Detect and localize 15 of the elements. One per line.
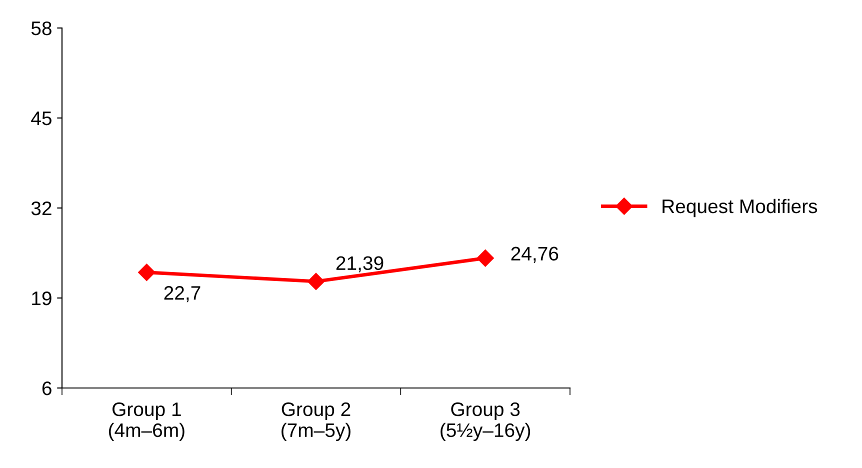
x-tick-label: Group 1 (4m–6m)	[108, 402, 184, 441]
y-tick-label: 19	[32, 291, 52, 306]
x-tick-label: Group 3 (5½y–16y)	[440, 402, 530, 441]
point	[476, 250, 494, 267]
point	[307, 272, 325, 290]
legend-label: Request Modifiers	[662, 198, 818, 218]
point	[138, 264, 156, 281]
data-label: 21,39	[336, 256, 384, 272]
y-tick-label: 58	[31, 21, 52, 36]
y-tick-label: 45	[31, 112, 52, 126]
y-tick-label: 6	[42, 381, 52, 396]
data-label: 24,76	[511, 246, 558, 263]
x-tick-label: Group 2 (7m–5y)	[282, 402, 350, 441]
y-tick-label: 32	[31, 201, 52, 216]
data-label: 22,7	[164, 286, 200, 302]
